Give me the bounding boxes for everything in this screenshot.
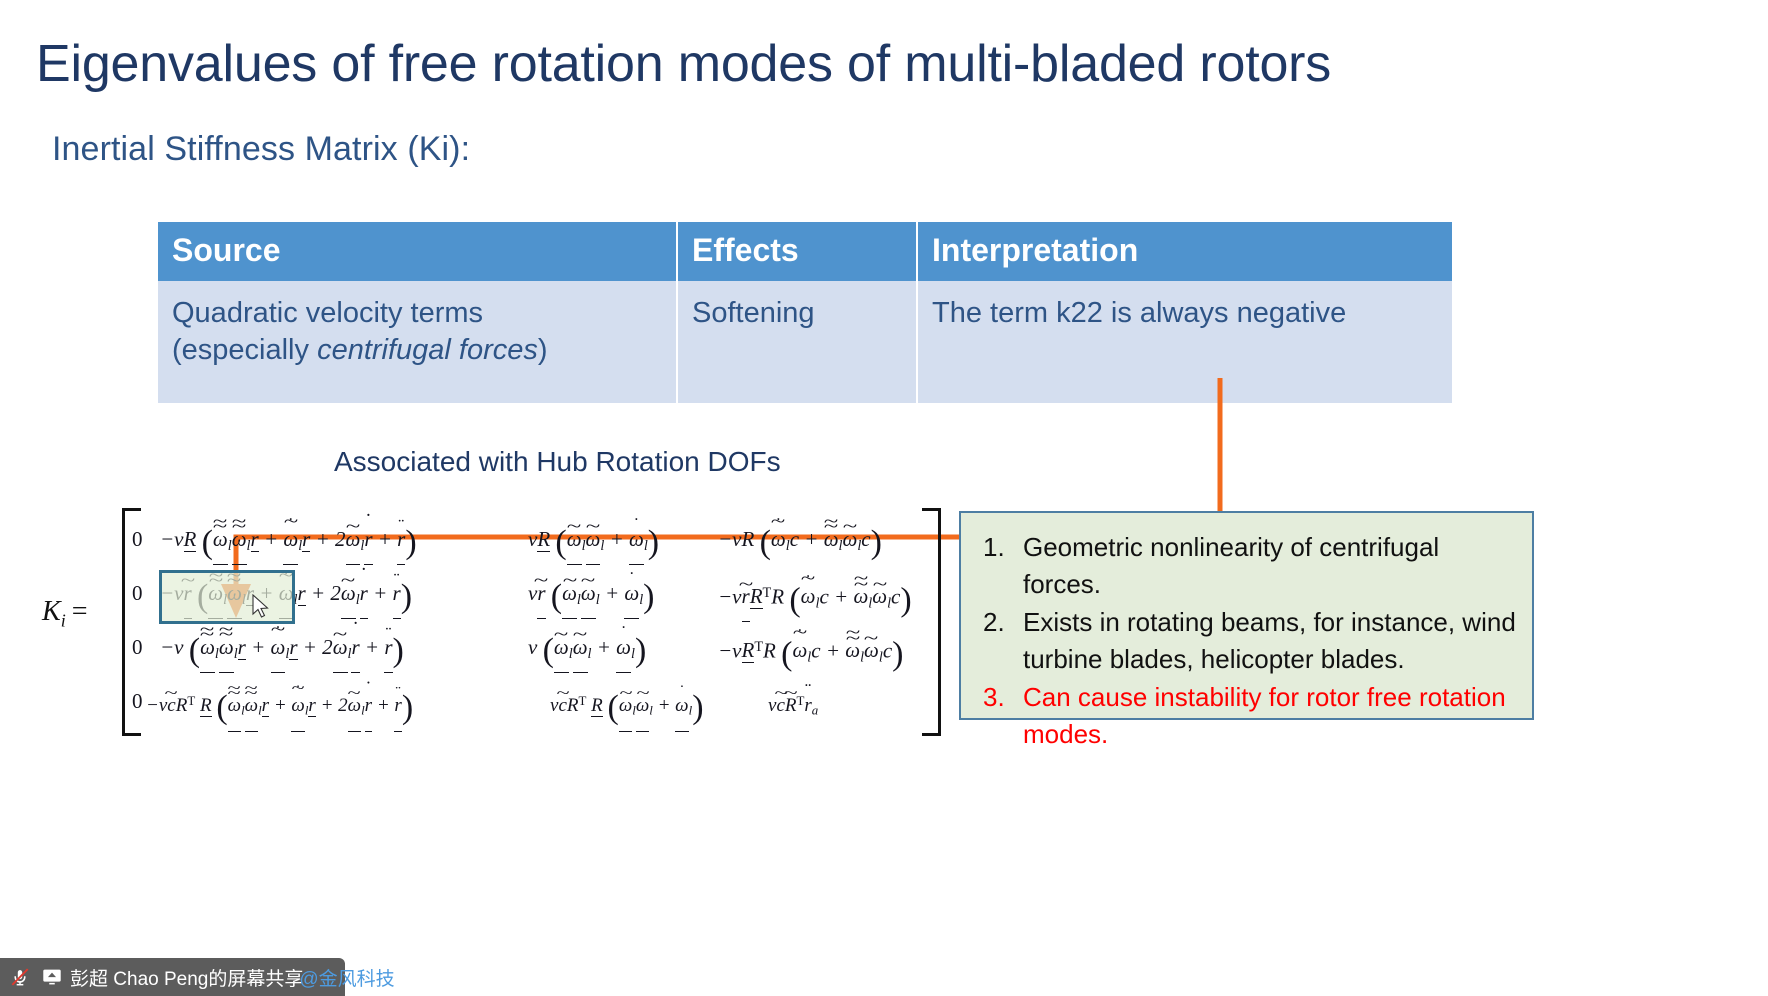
list-item-number: 1. — [983, 532, 1005, 562]
list-item-text: Can cause instability for rotor free rot… — [1023, 681, 1506, 749]
matrix-cell-4-4: νcRTra — [768, 676, 938, 726]
matrix-cell-1-2: −νR (ωlωlr + ωlr + 2ωlr + r) — [160, 514, 520, 565]
notes-callout-box: 1. Geometric nonlinearity of centrifugal… — [959, 511, 1534, 749]
matrix-symbol-K: K — [42, 596, 61, 627]
matrix-cell-2-1: 0 — [132, 581, 143, 605]
matrix-row-3: 0 −ν (ωlωlr + ωlr + 2ωlr + r) ν (ωlωl + … — [132, 622, 932, 674]
share-status-text: 彭超 Chao Peng的屏幕共享 — [70, 968, 304, 990]
matrix-cell-3-1: 0 — [132, 635, 143, 659]
matrix-equals-sign: = — [71, 596, 88, 627]
table-header: Source Effects Interpretation — [158, 222, 1452, 281]
cell-effects: Softening — [678, 281, 916, 403]
matrix-cell-1-3: νR (ωlωl + ωl) — [528, 514, 708, 565]
connector-annotation-label: Associated with Hub Rotation DOFs — [334, 446, 781, 477]
list-item-text: Geometric nonlinearity of centrifugal fo… — [1023, 532, 1440, 599]
mouse-cursor-icon — [252, 594, 269, 618]
share-company-tag: @金风科技 — [299, 968, 395, 990]
matrix-cell-2-4: −νrRTR (ωlc + ωlωlc) — [718, 568, 932, 623]
matrix-cell-3-4: −νRTR (ωlc + ωlωlc) — [718, 622, 932, 672]
source-effects-table: Source Effects Interpretation Quadratic … — [156, 222, 1454, 403]
matrix-cell-4-2: −νcRT R (ωlωlr + ωlr + 2ωlr + r) — [146, 676, 546, 732]
matrix-cell-3-2: −ν (ωlωlr + ωlr + 2ωlr + r) — [160, 622, 520, 673]
matrix-row-1: 0 −νR (ωlωlr + ωlr + 2ωlr + r) νR (ωlωl … — [132, 514, 932, 566]
matrix-cell-3-3: ν (ωlωl + ωl) — [528, 622, 708, 673]
section-subtitle: Inertial Stiffness Matrix (Ki): — [52, 130, 471, 168]
table-row: Quadratic velocity terms (especially cen… — [158, 281, 1452, 403]
matrix-cell-1-4: −νR (ωlc + ωlωlc) — [718, 514, 932, 564]
screen-share-taskbar[interactable]: 彭超 Chao Peng的屏幕共享 @金风科技 — [0, 958, 395, 996]
source-line-2-prefix: (especially — [172, 334, 318, 367]
table-body: Quadratic velocity terms (especially cen… — [158, 281, 1452, 403]
matrix-lhs-label: Ki = — [42, 596, 88, 632]
k22-term-highlight — [159, 570, 295, 624]
matrix-grid: 0 −νR (ωlωlr + ωlr + 2ωlr + r) νR (ωlωl … — [132, 512, 932, 732]
list-item: 3. Can cause instability for rotor free … — [975, 679, 1518, 753]
table-header-source: Source — [158, 222, 676, 281]
cell-interpretation: The term k22 is always negative — [918, 281, 1452, 403]
list-item-text: Exists in rotating beams, for instance, … — [1023, 606, 1516, 674]
list-item-number: 3. — [983, 681, 1005, 712]
microphone-muted-icon[interactable] — [6, 963, 34, 991]
list-item: 2. Exists in rotating beams, for instanc… — [975, 604, 1518, 678]
source-line-2-italic: centrifugal forces — [317, 334, 538, 367]
screen-share-icon[interactable] — [38, 963, 66, 991]
matrix-cell-4-3: νcRT R (ωlωl + ωl) — [550, 676, 730, 732]
matrix-row-4: 0 −νcRT R (ωlωlr + ωlr + 2ωlr + r) νcRT … — [132, 676, 932, 732]
list-item-number: 2. — [983, 606, 1005, 637]
matrix-subscript-i: i — [60, 610, 66, 631]
matrix-left-bracket — [122, 508, 141, 736]
matrix-cell-4-1: 0 — [132, 689, 143, 713]
cell-source: Quadratic velocity terms (especially cen… — [158, 281, 676, 403]
table-header-interpretation: Interpretation — [918, 222, 1452, 281]
matrix-cell-2-3: νr (ωlωl + ωl) — [528, 568, 708, 619]
matrix-right-bracket — [922, 508, 941, 736]
inertial-stiffness-matrix-equation: Ki= 0 −νR (ωlωlr + ωlr + 2ωlr + r) νR (ω… — [36, 500, 956, 740]
notes-list: 1. Geometric nonlinearity of centrifugal… — [975, 529, 1518, 752]
matrix-cell-1-1: 0 — [132, 527, 143, 551]
table-header-row: Source Effects Interpretation — [158, 222, 1452, 281]
source-line-2-suffix: ) — [537, 334, 548, 367]
source-line-1: Quadratic velocity terms — [172, 297, 484, 329]
page-title: Eigenvalues of free rotation modes of mu… — [36, 35, 1332, 93]
list-item: 1. Geometric nonlinearity of centrifugal… — [975, 529, 1518, 603]
table-header-effects: Effects — [678, 222, 916, 281]
